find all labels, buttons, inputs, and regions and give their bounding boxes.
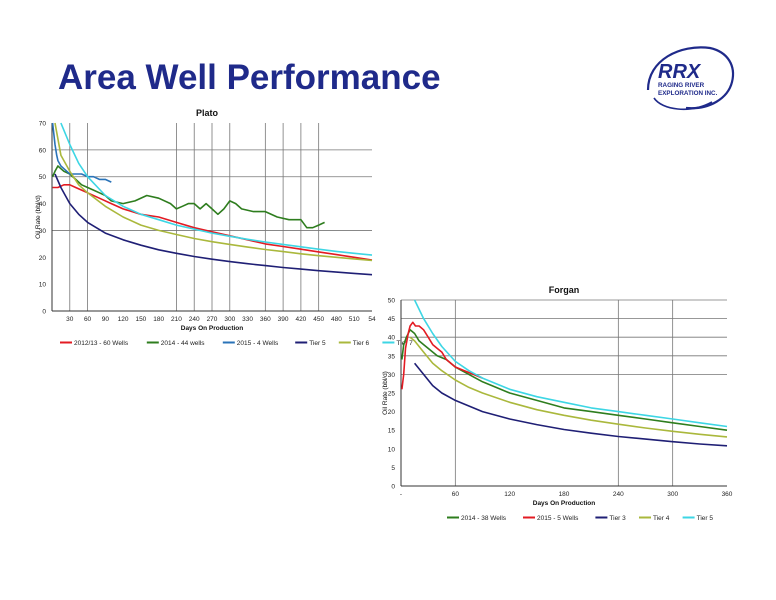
forgan-y-tick-label: 45	[388, 316, 396, 323]
plato-legend-label-5: Tier 6	[353, 340, 370, 347]
plato-x-tick-label: 420	[295, 316, 306, 323]
plato-title: Plato	[196, 108, 219, 118]
logo-line2: EXPLORATION INC.	[658, 90, 718, 97]
plato-y-tick-label: 20	[39, 255, 47, 262]
logo-mark: RRX	[658, 61, 702, 83]
plato-x-tick-label: 330	[242, 316, 253, 323]
plato-x-tick-label: 150	[135, 316, 146, 323]
forgan-legend-label-4: Tier 4	[653, 515, 670, 522]
forgan-series-line-2	[401, 321, 483, 390]
forgan-y-tick-label: 20	[388, 409, 396, 416]
forgan-y-tick-label: 0	[391, 484, 395, 491]
company-logo: RRX RAGING RIVER EXPLORATION INC.	[646, 46, 735, 111]
plato-x-tick-label: 510	[349, 316, 360, 323]
forgan-x-tick-label: -	[400, 491, 402, 498]
plato-y-tick-label: 50	[39, 174, 47, 181]
plato-x-tick-label: 30	[66, 316, 74, 323]
plato-series-line-1	[52, 184, 373, 261]
plato-y-tick-label: 60	[39, 147, 47, 154]
plato-series-line-3	[51, 122, 112, 183]
plato-series-line-5	[54, 122, 373, 262]
plato-y-tick-label: 40	[39, 201, 47, 208]
plato-x-tick-label: 390	[278, 316, 289, 323]
plato-x-tick-label: 270	[207, 316, 218, 323]
plato-x-tick-label: 300	[224, 316, 235, 323]
plato-y-axis-label: Oil Rate (bbl/d)	[35, 195, 42, 239]
plato-y-tick-label: 30	[39, 228, 47, 235]
forgan-y-tick-label: 40	[388, 335, 396, 342]
plato-x-tick-label: 180	[153, 316, 164, 323]
forgan-y-tick-label: 35	[388, 353, 396, 360]
forgan-x-axis-label: Days On Production	[533, 500, 596, 507]
plato-x-tick-label: 54	[368, 316, 376, 323]
forgan-x-tick-label: 180	[559, 491, 570, 498]
plato-series-line-4	[54, 173, 373, 276]
plato-legend-label-2: 2014 - 44 wells	[161, 340, 205, 347]
plato-y-tick-label: 10	[39, 282, 47, 289]
forgan-legend-label-3: Tier 3	[609, 515, 626, 522]
forgan-series-line-4	[409, 336, 728, 438]
plato-x-tick-label: 90	[102, 316, 110, 323]
forgan-y-tick-label: 15	[388, 428, 396, 435]
plato-x-tick-label: 360	[260, 316, 271, 323]
plato-series-line-2	[51, 165, 325, 229]
plato-y-tick-label: 0	[42, 309, 46, 316]
forgan-x-tick-label: 360	[722, 491, 733, 498]
plato-x-axis-label: Days On Production	[181, 325, 244, 332]
forgan-legend-label-2: 2015 - 5 Wells	[537, 515, 579, 522]
plato-x-tick-label: 240	[189, 316, 200, 323]
forgan-x-tick-label: 120	[504, 491, 515, 498]
plato-y-tick-label: 70	[39, 121, 47, 128]
plato-legend-label-3: 2015 - 4 Wells	[237, 340, 279, 347]
forgan-legend-label-5: Tier 5	[697, 515, 714, 522]
forgan-x-tick-label: 60	[452, 491, 460, 498]
plato-legend-label-4: Tier 5	[309, 340, 326, 347]
forgan-series-line-3	[413, 362, 728, 447]
forgan-x-tick-label: 300	[667, 491, 678, 498]
forgan-y-tick-label: 50	[388, 298, 396, 305]
forgan-title: Forgan	[549, 285, 580, 295]
forgan-series-line-1	[401, 328, 728, 431]
plato-x-tick-label: 120	[118, 316, 129, 323]
forgan-series-line-5	[413, 299, 728, 428]
forgan-y-tick-label: 25	[388, 391, 396, 398]
forgan-legend-label-1: 2014 - 38 Wells	[461, 515, 507, 522]
plato-x-tick-label: 450	[313, 316, 324, 323]
forgan-x-tick-label: 240	[613, 491, 624, 498]
forgan-y-tick-label: 30	[388, 372, 396, 379]
slide-title: Area Well Performance	[58, 58, 441, 97]
plato-x-tick-label: 210	[171, 316, 182, 323]
forgan-y-tick-label: 10	[388, 446, 396, 453]
plato-x-tick-label: 60	[84, 316, 92, 323]
logo-line1: RAGING RIVER	[658, 82, 705, 89]
forgan-y-axis-label: Oil Rate (bbl/d)	[382, 371, 389, 415]
plato-legend-label-1: 2012/13 - 60 Wells	[74, 340, 129, 347]
plato-series-line-6	[60, 122, 373, 256]
forgan-y-tick-label: 5	[391, 465, 395, 472]
plato-x-tick-label: 480	[331, 316, 342, 323]
